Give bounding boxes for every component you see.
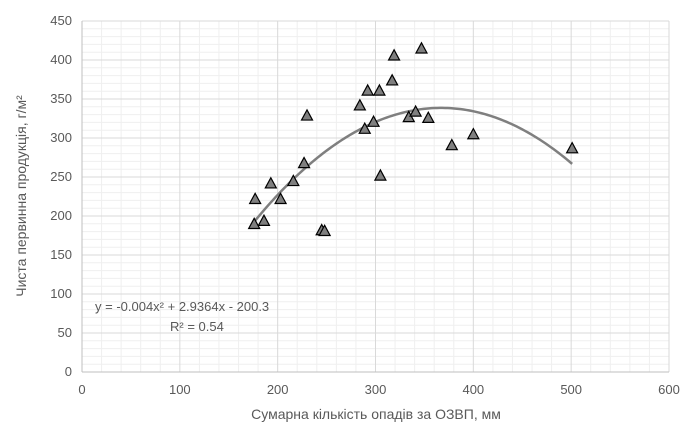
x-tick-label: 0	[78, 382, 85, 397]
data-point	[421, 110, 435, 123]
y-tick-label: 400	[50, 52, 72, 67]
x-tick-label: 600	[658, 382, 680, 397]
x-tick-label: 400	[462, 382, 484, 397]
data-point	[247, 217, 261, 230]
data-point	[367, 114, 381, 127]
x-tick-label: 100	[169, 382, 191, 397]
y-tick-label: 100	[50, 286, 72, 301]
y-tick-label: 0	[65, 364, 72, 379]
data-point	[409, 104, 423, 117]
r-squared-label: R² = 0.54	[170, 319, 224, 334]
x-tick-label: 500	[560, 382, 582, 397]
x-axis-title: Сумарна кількість опадів за ОЗВП, мм	[251, 406, 501, 422]
y-axis-title: Чиста первинна продукція, г/м²	[13, 95, 29, 297]
y-tick-label: 300	[50, 130, 72, 145]
data-point	[274, 192, 288, 205]
data-point	[248, 192, 262, 205]
data-point	[387, 48, 401, 61]
x-tick-label: 300	[365, 382, 387, 397]
y-tick-label: 50	[58, 325, 72, 340]
data-point	[445, 138, 459, 151]
y-tick-label: 250	[50, 169, 72, 184]
data-point	[257, 213, 271, 226]
y-tick-labels: 0 50 100 150 200 250 300 350 400 450	[50, 13, 72, 379]
data-point	[318, 224, 332, 237]
data-point	[372, 83, 386, 96]
trendline-equation: y = -0.004x² + 2.9364x - 200.3	[95, 299, 269, 314]
x-tick-labels: 0 100 200 300 400 500 600	[78, 382, 679, 397]
y-tick-label: 150	[50, 247, 72, 262]
axes	[81, 21, 669, 373]
data-point	[286, 174, 300, 187]
data-point	[466, 127, 480, 140]
data-point	[565, 141, 579, 154]
data-point	[300, 108, 314, 121]
data-points	[247, 41, 579, 237]
data-point	[414, 41, 428, 54]
data-point	[358, 121, 372, 134]
x-tick-label: 200	[267, 382, 289, 397]
grid-lines	[82, 20, 670, 372]
y-tick-label: 450	[50, 13, 72, 28]
data-point	[353, 98, 367, 111]
data-point	[264, 176, 278, 189]
data-point	[373, 168, 387, 181]
data-point	[297, 156, 311, 169]
data-point	[361, 83, 375, 96]
data-point	[385, 73, 399, 86]
y-tick-label: 200	[50, 208, 72, 223]
y-tick-label: 350	[50, 91, 72, 106]
